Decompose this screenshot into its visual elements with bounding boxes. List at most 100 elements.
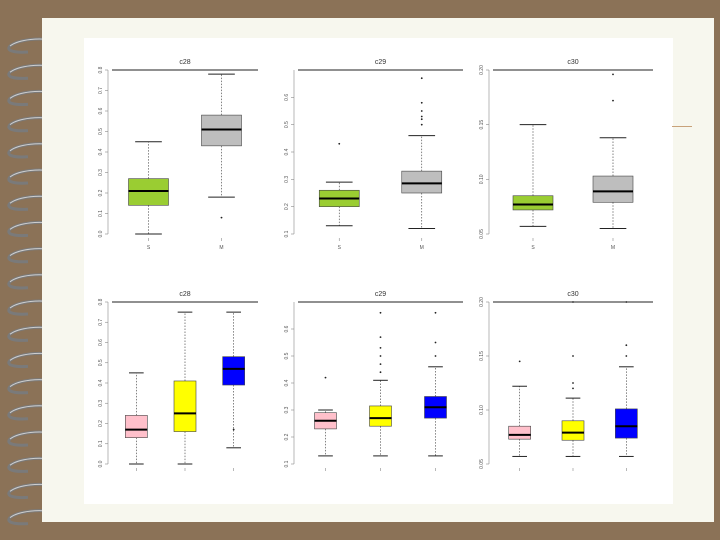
outlier-point [420, 115, 423, 118]
y-tick-label: 0.4 [98, 148, 104, 155]
panel-c28: c28 0.0 0.1 0.2 0.3 0.4 0.5 0.6 0.7 0.8 S M [98, 59, 258, 251]
y-tick-label: 0.2 [98, 420, 104, 427]
outlier-point [379, 355, 382, 357]
y-tick-label: 0.6 [98, 107, 104, 114]
panel-c30: c30 0.05 0.10 0.15 0.20 S M [479, 59, 653, 251]
x-tick-label: S [147, 245, 151, 251]
box-body [125, 415, 148, 438]
y-tick-label: 0.4 [98, 379, 104, 386]
outlier-point [625, 355, 628, 357]
box-body [512, 195, 554, 211]
y-tick-label: 0.6 [98, 339, 104, 346]
box-body [173, 380, 197, 432]
y-tick-label: 0.8 [98, 298, 104, 305]
y-tick-label: 0.2 [284, 433, 290, 440]
y-tick-label: 0.5 [98, 359, 104, 366]
y-tick-label: 0.1 [98, 440, 104, 447]
panel-c30: c30 0.05 0.10 0.15 0.20 [479, 291, 653, 471]
y-tick-label: 0.8 [98, 66, 104, 73]
y-tick-label: 0.3 [284, 176, 290, 183]
box-S [318, 142, 360, 227]
panel-title: c30 [567, 291, 578, 298]
y-tick-label: 0.20 [479, 297, 485, 307]
panel-title: c29 [375, 59, 386, 66]
outlier-point [572, 355, 574, 357]
outlier-point [612, 73, 614, 76]
x-tick-label: S [531, 245, 535, 251]
y-tick-label: 0.5 [284, 121, 290, 128]
y-tick-label: 0.10 [479, 405, 485, 415]
accent-line [672, 126, 692, 127]
x-tick-label: M [420, 245, 424, 251]
y-tick-label: 0.20 [479, 65, 485, 75]
outlier-point [434, 341, 437, 344]
outlier-point [420, 101, 423, 104]
outlier-point [420, 123, 423, 126]
outlier-point [379, 336, 382, 338]
y-tick-label: 0.1 [284, 230, 290, 237]
y-tick-label: 0.05 [479, 229, 485, 239]
y-tick-label: 0.05 [479, 459, 485, 469]
box-2 [561, 301, 585, 457]
outlier-point [572, 387, 574, 390]
box-1 [125, 372, 148, 465]
panel-c29: c29 0.1 0.2 0.3 0.4 0.5 0.6 S M [284, 59, 463, 251]
x-tick-label: M [219, 245, 223, 251]
box-body [222, 356, 245, 386]
panel-title: c28 [179, 59, 190, 66]
box-3 [222, 311, 245, 449]
y-tick-label: 0.1 [98, 210, 104, 217]
y-tick-label: 0.10 [479, 174, 485, 184]
y-tick-label: 0.7 [98, 319, 104, 326]
box-M [592, 73, 634, 230]
y-tick-label: 0.4 [284, 148, 290, 155]
box-body [201, 114, 242, 147]
y-tick-label: 0.15 [479, 120, 485, 130]
box-S [512, 124, 554, 227]
box-2 [369, 311, 392, 457]
y-tick-label: 0.5 [284, 352, 290, 359]
outlier-point [420, 77, 423, 80]
outlier-point [379, 347, 382, 349]
x-tick-label: S [338, 245, 342, 251]
outlier-point [612, 99, 614, 102]
y-tick-label: 0.3 [98, 169, 104, 176]
box-body [561, 420, 585, 441]
outlier-point [379, 371, 382, 374]
y-tick-label: 0.3 [98, 400, 104, 407]
box-body [128, 178, 169, 206]
outlier-point [379, 311, 382, 314]
outlier-point [518, 360, 521, 363]
y-tick-label: 0.15 [479, 351, 485, 361]
panel-title: c30 [567, 59, 578, 66]
panel-c28: c28 0.0 0.1 0.2 0.3 0.4 0.5 0.6 0.7 0.8 [98, 291, 258, 471]
box-M [201, 73, 242, 219]
outlier-point [572, 382, 574, 384]
outlier-point [434, 311, 437, 314]
box-body [508, 425, 531, 440]
outlier-point [420, 118, 423, 121]
box-body [401, 170, 443, 194]
box-3 [424, 311, 447, 457]
y-tick-label: 0.6 [284, 325, 290, 332]
box-1 [508, 360, 531, 457]
y-tick-label: 0.5 [98, 128, 104, 135]
y-tick-label: 0.0 [98, 460, 104, 467]
box-2 [173, 311, 197, 465]
box-M [401, 77, 443, 230]
box-1 [314, 376, 337, 457]
y-tick-label: 0.3 [284, 406, 290, 413]
y-tick-label: 0.4 [284, 379, 290, 386]
y-tick-label: 0.1 [284, 460, 290, 467]
outlier-point [572, 301, 574, 303]
box-S [128, 141, 169, 235]
x-tick-label: M [611, 245, 615, 251]
y-tick-label: 0.6 [284, 94, 290, 101]
y-tick-label: 0.2 [284, 203, 290, 210]
panel-title: c29 [375, 291, 386, 298]
y-tick-label: 0.0 [98, 230, 104, 237]
outlier-point [379, 363, 382, 365]
outlier-point [232, 428, 235, 431]
